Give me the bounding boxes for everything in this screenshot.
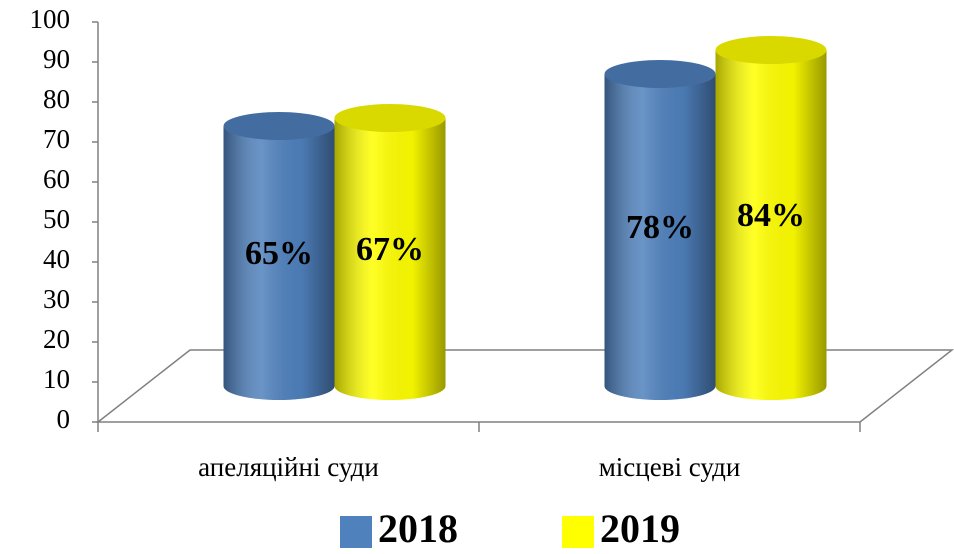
value-label: 65% — [245, 235, 313, 272]
bar-top — [223, 112, 335, 140]
bar-top-shade — [334, 104, 446, 132]
bar-shade — [715, 50, 827, 401]
value-label: 78% — [626, 209, 694, 246]
legend-label: 2019 — [600, 506, 680, 551]
y-tick-label: 10 — [43, 364, 70, 394]
y-tick-label: 80 — [43, 84, 70, 114]
y-tick-label: 100 — [30, 4, 71, 34]
bar-top-shade — [604, 60, 716, 88]
bar-shade — [604, 74, 716, 401]
bar-shade — [334, 118, 446, 401]
bar-top — [334, 104, 446, 132]
y-tick-label: 90 — [43, 44, 70, 74]
y-tick-label: 60 — [43, 164, 70, 194]
bar-top — [715, 36, 827, 64]
bar-shade — [223, 126, 335, 401]
y-tick-label: 30 — [43, 284, 70, 314]
bar-top — [604, 60, 716, 88]
y-tick-label: 20 — [43, 324, 70, 354]
floor — [95, 349, 954, 423]
legend-swatch — [562, 516, 594, 548]
x-tick-label: місцеві суди — [599, 452, 741, 482]
bar-top-shade — [223, 112, 335, 140]
bar-top-shade — [715, 36, 827, 64]
y-tick-label: 50 — [43, 204, 70, 234]
value-label: 67% — [356, 231, 424, 268]
value-label: 84% — [737, 197, 805, 234]
legend-swatch — [340, 516, 372, 548]
y-tick-label: 70 — [43, 124, 70, 154]
y-tick-label: 0 — [57, 404, 71, 434]
y-tick-label: 40 — [43, 244, 70, 274]
x-tick-label: апеляційні суди — [198, 452, 379, 482]
legend-label: 2018 — [378, 506, 458, 551]
